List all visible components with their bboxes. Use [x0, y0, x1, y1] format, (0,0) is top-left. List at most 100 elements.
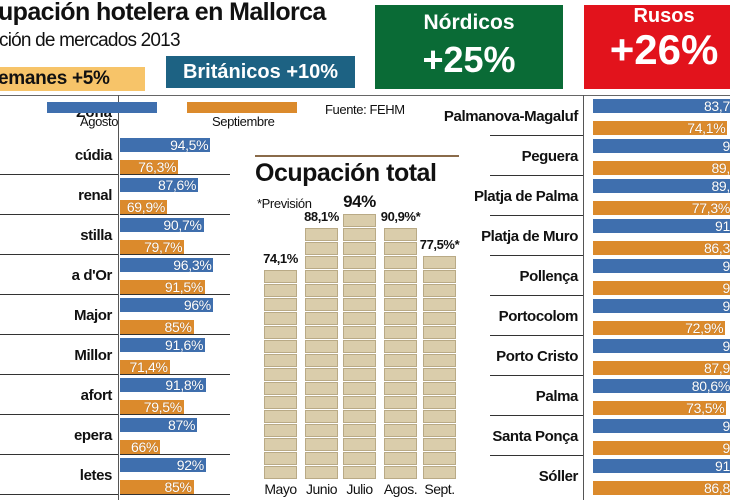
zone-label: letes: [79, 467, 113, 484]
total-bar-segment: [343, 424, 376, 437]
prevision-note: *Previsión: [257, 196, 312, 211]
total-bar-segment: [264, 382, 297, 395]
total-bar-segment: [305, 424, 338, 437]
total-bar-segment: [423, 256, 456, 269]
total-bar-segment: [305, 410, 338, 423]
total-bar-segment: [343, 214, 376, 227]
total-bar-segment: [264, 298, 297, 311]
total-bar-segment: [423, 466, 456, 479]
zone-label: Palmanova-Magaluf: [443, 108, 578, 125]
row-divider: [490, 455, 583, 456]
total-bar-segment: [384, 396, 417, 409]
legend-agosto-label: Agosto: [80, 114, 119, 129]
total-value-label: 74,1%: [263, 251, 298, 266]
zone-label: Palma: [535, 388, 579, 405]
agosto-bar: 94,5%: [120, 138, 211, 152]
row-divider: [120, 494, 230, 495]
total-bar-segment: [305, 284, 338, 297]
agosto-bar: 9: [593, 419, 730, 433]
total-bar-segment: [343, 326, 376, 339]
total-bar-segment: [343, 410, 376, 423]
total-bar-segment: [305, 326, 338, 339]
row-divider: [0, 334, 118, 335]
total-bar-segment: [384, 312, 417, 325]
total-bar-segment: [264, 424, 297, 437]
total-bar-segment: [423, 284, 456, 297]
total-bar-segment: [264, 452, 297, 465]
agosto-bar: 80,6%: [593, 379, 730, 393]
total-bar-segment: [423, 452, 456, 465]
total-bar-segment: [423, 368, 456, 381]
nordicos-badge: Nórdicos +25%: [375, 5, 563, 89]
row-divider: [0, 374, 118, 375]
total-bar-segment: [305, 340, 338, 353]
total-bar-segment: [264, 466, 297, 479]
rusos-value: +26%: [609, 26, 719, 73]
septiembre-bar: 76,3%: [120, 160, 179, 174]
total-bar-segment: [423, 438, 456, 451]
zone-label: a d'Or: [71, 267, 113, 284]
row-divider: [0, 294, 118, 295]
total-bar-segment: [384, 368, 417, 381]
row-divider: [0, 214, 118, 215]
total-bar-segment: [423, 298, 456, 311]
total-bar-segment: [305, 368, 338, 381]
total-bar-segment: [343, 228, 376, 241]
agosto-bar: 90,7%: [120, 218, 204, 232]
total-bar-segment: [384, 382, 417, 395]
septiembre-bar: 71,4%: [120, 360, 170, 374]
nordicos-value: +25%: [422, 39, 516, 80]
row-divider: [120, 414, 230, 415]
agosto-bar: 92%: [120, 458, 206, 472]
month-label: Julio: [346, 481, 373, 497]
zone-label: cúdia: [74, 147, 113, 164]
britanicos-badge: Británicos +10%: [166, 56, 355, 88]
rusos-label: Rusos: [633, 5, 695, 27]
total-bar-segment: [384, 438, 417, 451]
total-bar-segment: [343, 382, 376, 395]
zone-label: epera: [73, 427, 112, 444]
septiembre-bar: 79,7%: [120, 240, 185, 254]
total-chart-title: Ocupación total: [255, 159, 437, 187]
total-bar-segment: [305, 242, 338, 255]
septiembre-bar: 9: [593, 281, 730, 295]
septiembre-bar: 85%: [120, 320, 194, 334]
row-divider: [490, 335, 583, 336]
total-bar-segment: [343, 312, 376, 325]
row-divider: [490, 255, 583, 256]
total-bar-segment: [305, 256, 338, 269]
total-bar-segment: [305, 270, 338, 283]
total-bar-segment: [384, 284, 417, 297]
zone-label: Platja de Muro: [481, 228, 578, 245]
total-bar-segment: [343, 368, 376, 381]
agosto-bar: 9: [593, 259, 730, 273]
total-bar-segment: [384, 452, 417, 465]
septiembre-bar: 66%: [120, 440, 161, 454]
agosto-bar: 96%: [120, 298, 213, 312]
total-bar-segment: [264, 368, 297, 381]
total-bar-segment: [384, 228, 417, 241]
total-bar-segment: [264, 326, 297, 339]
total-bar-segment: [343, 270, 376, 283]
septiembre-bar: 87,9: [593, 361, 730, 375]
total-bar-segment: [423, 410, 456, 423]
septiembre-bar: 72,9%: [593, 321, 726, 335]
legend-agosto-swatch: [47, 102, 157, 113]
month-label: Agos.: [383, 481, 418, 497]
zone-label: Portocolom: [498, 308, 579, 325]
septiembre-bar: 86,8: [593, 481, 730, 495]
agosto-bar: 89,: [593, 179, 730, 193]
total-bar-segment: [343, 298, 376, 311]
row-divider: [120, 374, 230, 375]
row-divider: [0, 414, 118, 415]
septiembre-bar: 9: [593, 441, 730, 455]
total-bar-segment: [384, 410, 417, 423]
agosto-bar: 91: [593, 459, 730, 473]
zone-label: Santa Ponça: [492, 428, 578, 445]
page-subtitle: ción de mercados 2013: [0, 30, 181, 51]
zone-label: renal: [78, 187, 112, 204]
total-bar-segment: [264, 284, 297, 297]
total-bar-segment: [305, 466, 338, 479]
rusos-badge: Rusos +26%: [584, 5, 730, 89]
septiembre-bar: 69,9%: [120, 200, 168, 214]
